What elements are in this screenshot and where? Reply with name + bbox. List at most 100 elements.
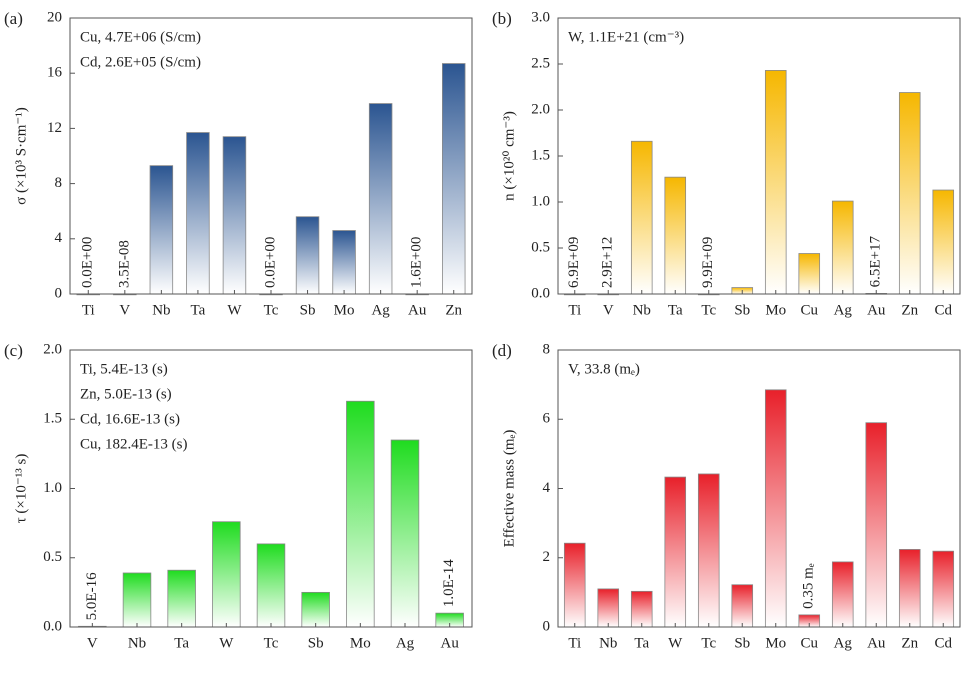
- x-tick-label: Cd: [934, 635, 952, 651]
- x-tick-label: Nb: [152, 302, 170, 318]
- value-label: 0.35 mₑ: [801, 563, 817, 609]
- panel-label: (c): [4, 341, 23, 360]
- x-tick-label: Nb: [128, 635, 146, 651]
- bar: [368, 103, 393, 295]
- y-tick-label: 2.0: [43, 341, 62, 357]
- x-tick-label: Ag: [371, 302, 390, 318]
- x-tick-label: Tc: [264, 635, 279, 651]
- x-tick-label: Nb: [633, 302, 651, 318]
- x-tick-label: V: [603, 302, 614, 318]
- y-tick-label: 4: [55, 230, 63, 246]
- axes-frame: [557, 17, 961, 295]
- y-axis-label: σ (×10³ S·cm⁻¹): [13, 107, 29, 205]
- bar: [932, 550, 955, 628]
- x-tick-label: Au: [440, 635, 459, 651]
- y-tick-label: 8: [543, 341, 551, 357]
- y-tick-label: 0.5: [531, 239, 550, 255]
- bar: [764, 389, 787, 628]
- y-tick-label: 12: [47, 120, 62, 136]
- annotation: Cd, 16.6E-13 (s): [80, 411, 180, 427]
- panel-label: (d): [492, 341, 512, 360]
- y-tick-label: 6: [543, 411, 551, 427]
- value-label: 0.0E+00: [80, 237, 96, 288]
- panel-label: (b): [492, 9, 512, 28]
- y-tick-label: 8: [55, 175, 63, 191]
- annotation: Cu, 182.4E-13 (s): [80, 436, 188, 452]
- bar: [301, 591, 330, 628]
- y-tick-label: 0: [55, 285, 63, 301]
- y-tick-label: 2.0: [531, 101, 550, 117]
- bar: [122, 572, 152, 628]
- annotation: Zn, 5.0E-13 (s): [80, 386, 172, 402]
- y-axis-label: Effective mass (mₑ): [501, 430, 517, 548]
- y-tick-label: 0.0: [531, 285, 550, 301]
- x-tick-label: Ag: [396, 635, 415, 651]
- bar: [222, 136, 247, 295]
- bar: [932, 189, 955, 295]
- value-label: 0.0E+00: [262, 237, 278, 288]
- x-tick-label: Nb: [599, 635, 617, 651]
- y-tick-label: 20: [47, 9, 62, 25]
- x-tick-label: Ta: [668, 302, 683, 318]
- bar: [697, 473, 720, 628]
- annotation: Cu, 4.7E+06 (S/cm): [80, 29, 201, 45]
- bar: [149, 165, 174, 295]
- bar: [630, 590, 653, 628]
- bar: [167, 569, 196, 628]
- x-tick-label: V: [119, 302, 130, 318]
- x-tick-label: W: [668, 635, 683, 651]
- x-tick-label: Tc: [264, 302, 279, 318]
- x-tick-label: W: [219, 635, 234, 651]
- x-tick-label: Ag: [834, 302, 853, 318]
- x-tick-label: W: [227, 302, 242, 318]
- x-tick-label: Cu: [800, 302, 818, 318]
- x-tick-label: Ta: [174, 635, 189, 651]
- value-label: 1.0E-14: [441, 559, 457, 607]
- axes-frame: [557, 349, 961, 628]
- x-tick-label: Zn: [445, 302, 462, 318]
- bar: [256, 543, 286, 628]
- y-tick-label: 2: [543, 549, 551, 565]
- annotation: Cd, 2.6E+05 (S/cm): [80, 54, 201, 70]
- y-tick-label: 2.5: [531, 55, 550, 71]
- bar: [332, 230, 356, 295]
- bar: [764, 70, 787, 295]
- axes-frame: [69, 17, 473, 295]
- bar: [346, 400, 375, 628]
- axes-frame: [69, 349, 473, 628]
- bar: [390, 439, 420, 628]
- value-label: 6.9E+09: [566, 237, 582, 288]
- x-tick-label: Ti: [568, 635, 581, 651]
- value-label: 3.5E-08: [116, 240, 132, 288]
- x-tick-label: Mo: [334, 302, 355, 318]
- x-tick-label: Sb: [734, 302, 750, 318]
- y-tick-label: 1.5: [531, 147, 550, 163]
- value-label: 1.6E+00: [409, 237, 425, 288]
- value-label: 9.9E+09: [700, 237, 716, 288]
- x-tick-label: Au: [408, 302, 427, 318]
- y-tick-label: 1.5: [43, 411, 62, 427]
- x-tick-label: V: [87, 635, 98, 651]
- bar: [212, 521, 241, 628]
- x-tick-label: Zn: [901, 302, 918, 318]
- x-tick-label: Ag: [834, 635, 853, 651]
- x-tick-label: Sb: [734, 635, 750, 651]
- x-tick-label: Au: [867, 635, 886, 651]
- bar: [630, 140, 653, 295]
- panel-label: (a): [4, 9, 23, 28]
- y-tick-label: 0: [543, 618, 551, 634]
- x-tick-label: Tc: [701, 302, 716, 318]
- x-tick-label: Zn: [901, 635, 918, 651]
- annotation: W, 1.1E+21 (cm⁻³): [568, 29, 684, 45]
- bar: [295, 216, 320, 295]
- bar: [831, 561, 854, 628]
- y-tick-label: 1.0: [531, 193, 550, 209]
- bar: [563, 542, 586, 628]
- bar: [664, 476, 687, 628]
- x-tick-label: Au: [867, 302, 886, 318]
- value-label: 6.5E+17: [868, 236, 884, 288]
- bar: [898, 92, 921, 295]
- x-tick-label: Cu: [800, 635, 818, 651]
- x-tick-label: Mo: [765, 302, 786, 318]
